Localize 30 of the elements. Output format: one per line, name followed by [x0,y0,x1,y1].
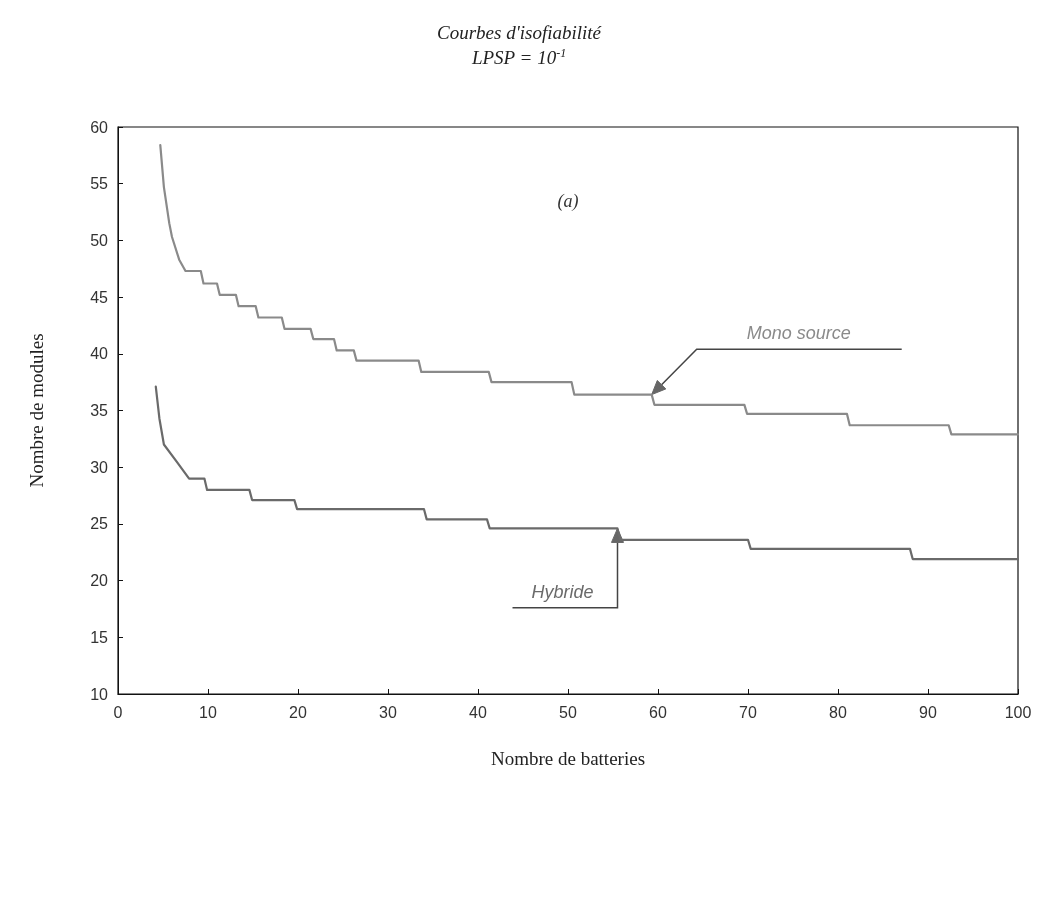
x-tick-label: 60 [649,703,667,721]
y-tick-label: 30 [90,458,109,476]
x-tick-label: 0 [113,703,123,721]
text: Mono source [746,323,851,344]
x-tick-label: 100 [1004,703,1032,721]
x-tick-label: 80 [829,703,847,721]
x-tick-label: 90 [919,703,937,721]
annotation: (a) [557,190,579,212]
x-tick-label: 30 [379,703,397,721]
y-tick-label: 10 [90,685,109,703]
x-axis-title: Nombre de batteries [490,748,646,769]
x-tick-label: 50 [559,703,577,721]
line-series [159,144,1020,436]
y-tick-label: 45 [90,288,109,306]
y-tick-label: 55 [90,175,109,193]
y-tick-label: 15 [90,628,109,646]
x-tick-label: 20 [289,703,307,721]
y-tick-label: 25 [90,515,109,533]
y-tick-label: 35 [90,402,109,419]
y-tick-label: 20 [90,572,109,590]
x-tick-label: 40 [469,703,487,721]
y-tick-label: 40 [90,345,109,363]
text: Hybride [531,581,594,602]
y-tick-label: 50 [90,231,109,249]
x-tick-label: 10 [199,703,217,721]
line-series [154,385,1020,561]
x-tick-label: 70 [739,703,757,721]
y-tick-label: 60 [90,118,109,136]
chart-title: Courbes d'isofiabilité [437,22,603,43]
y-axis-title: Nombre de modules [26,333,47,488]
